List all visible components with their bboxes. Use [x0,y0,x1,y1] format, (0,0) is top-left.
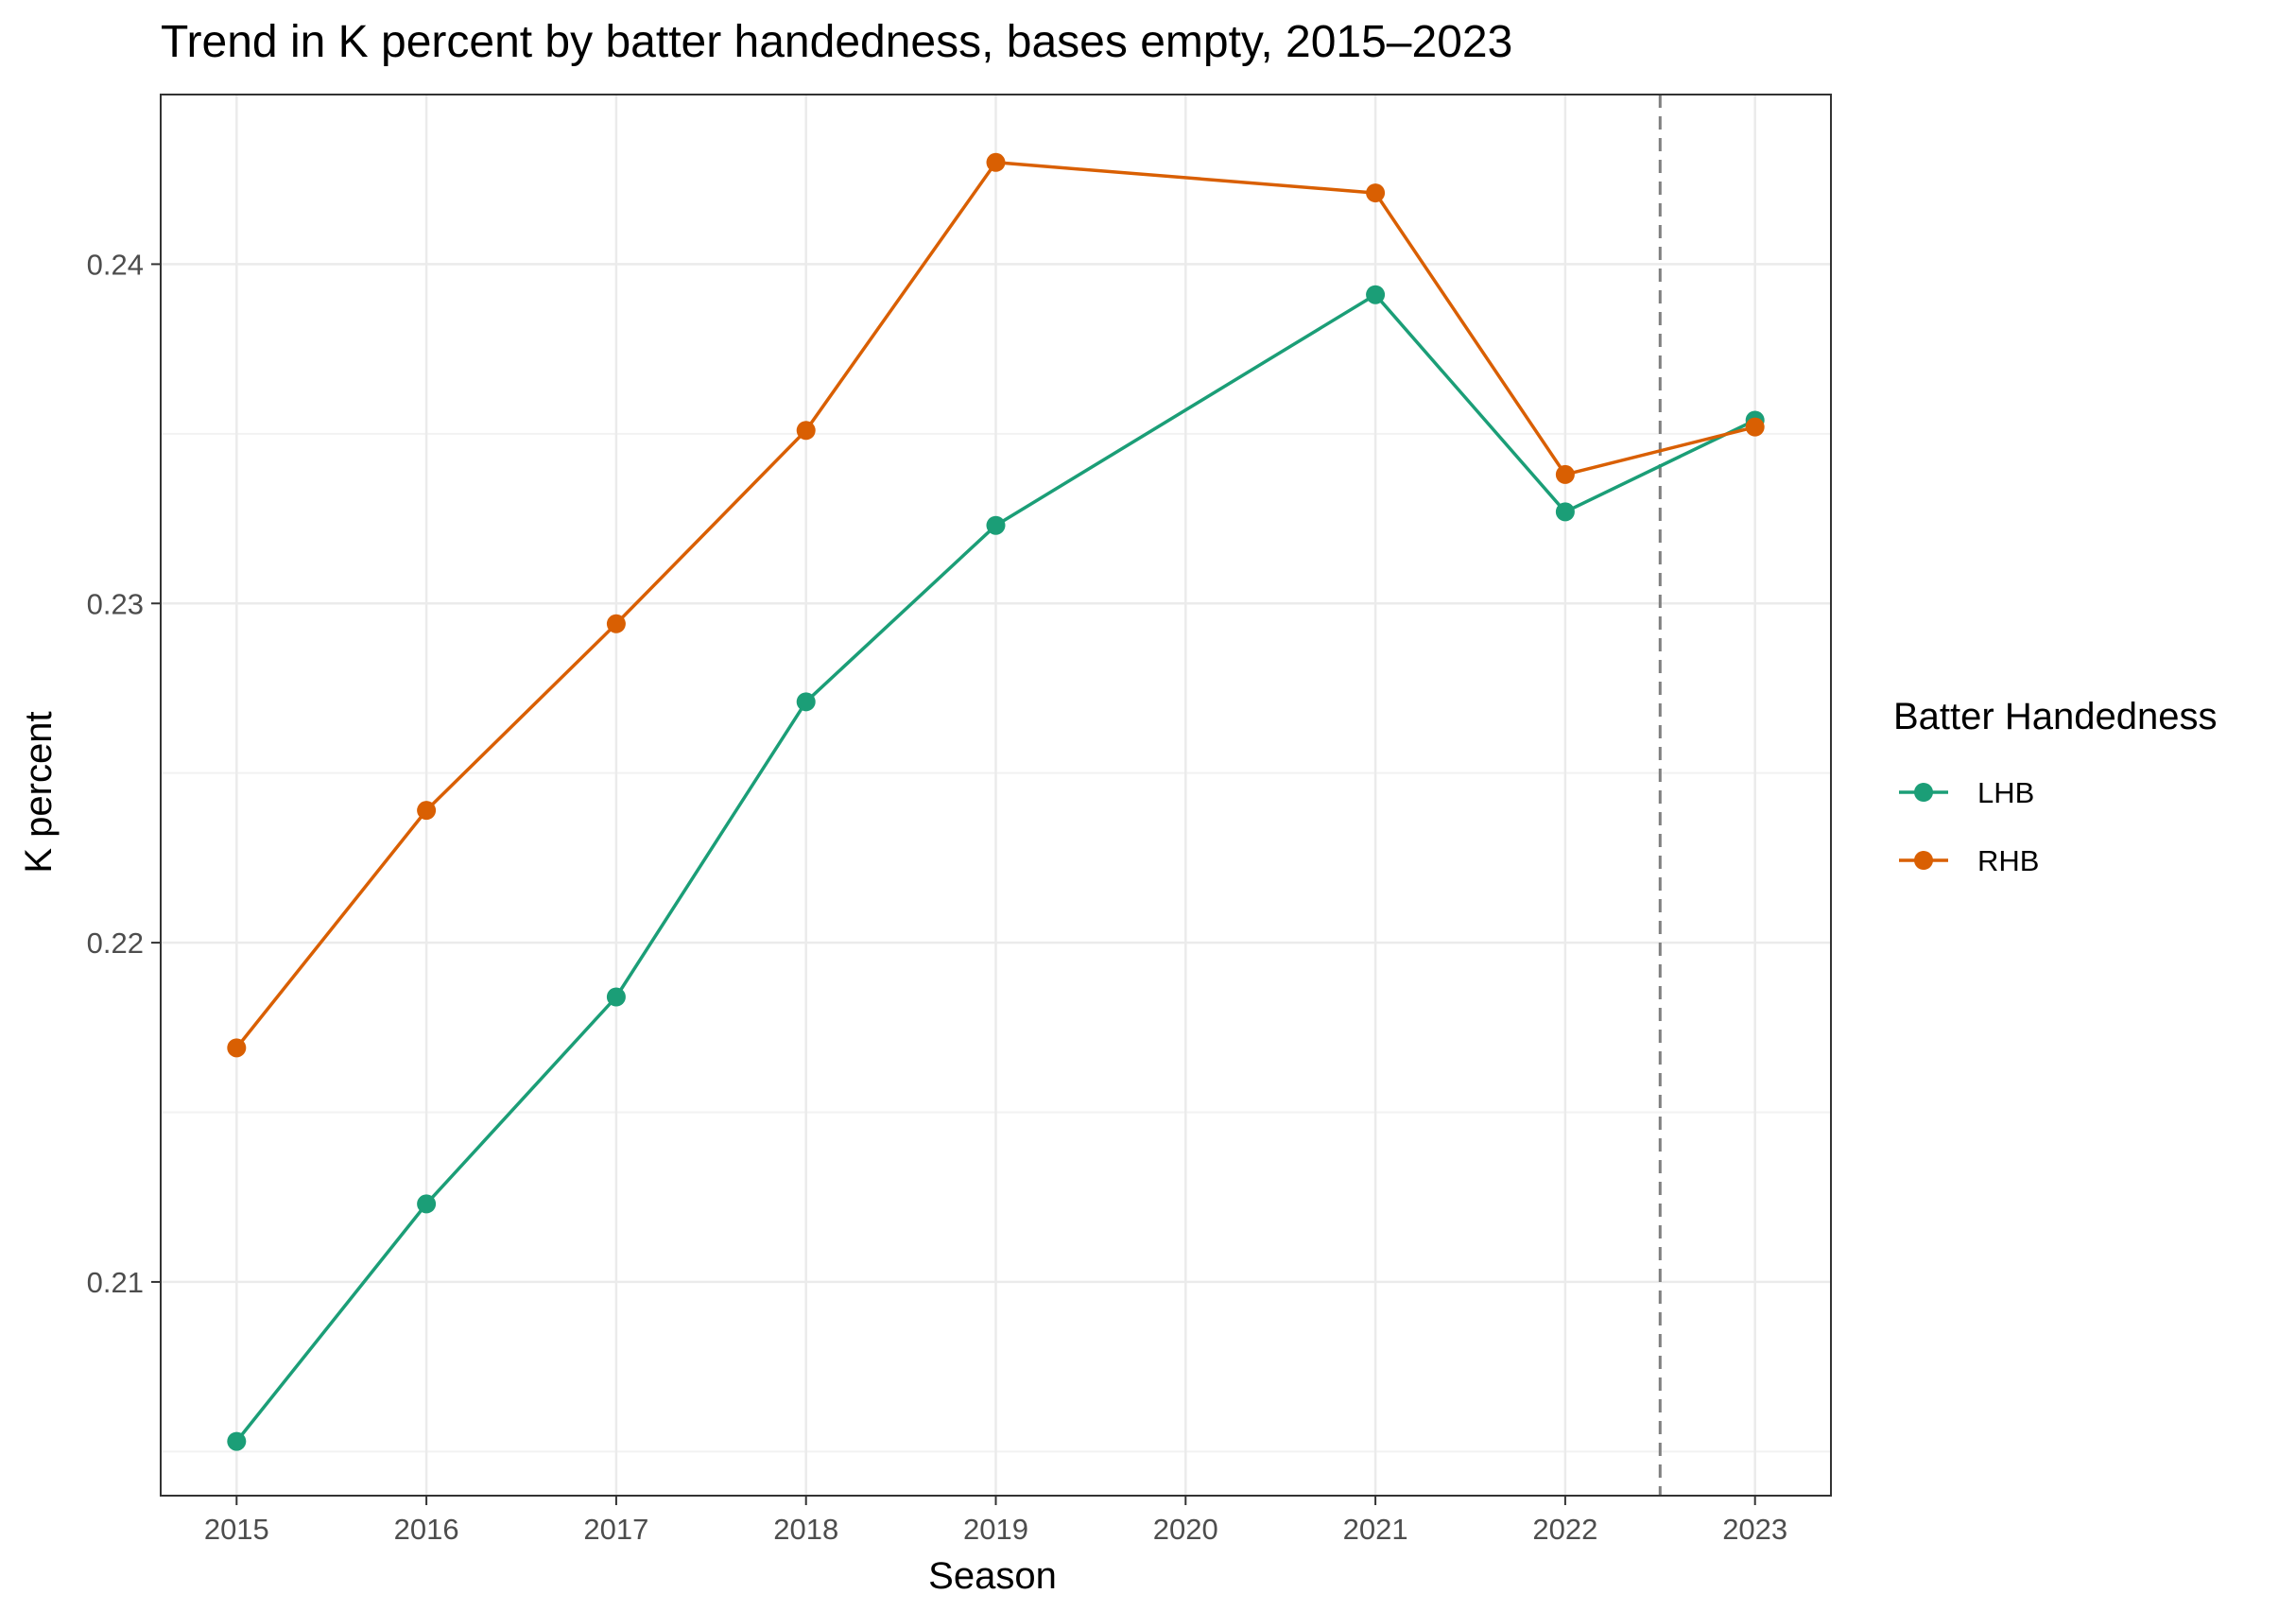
y-tick-label: 0.22 [87,927,144,960]
data-point [227,1038,247,1058]
series-rhb [227,152,1765,1058]
x-tick-label: 2017 [583,1513,648,1546]
data-point [796,421,816,441]
data-point [986,152,1006,172]
y-tick-label: 0.24 [87,248,144,281]
data-point [417,801,437,821]
chart-title: Trend in K percent by batter handedness,… [161,17,1512,67]
legend: Batter Handedness LHB RHB [1893,696,2217,877]
data-point [1745,417,1765,437]
x-axis: 2015 2016 2017 2018 2019 2020 2021 2022 2023 [204,1496,1787,1546]
data-point [1555,502,1575,522]
legend-item-rhb: RHB [1899,844,2039,877]
x-tick-label: 2019 [963,1513,1028,1546]
x-tick-label: 2021 [1343,1513,1408,1546]
x-tick-label: 2015 [204,1513,269,1546]
data-point [227,1431,247,1451]
series-lhb [227,285,1765,1451]
x-tick-label: 2016 [394,1513,459,1546]
data-point [417,1194,437,1214]
data-point [1555,464,1575,484]
data-point [1366,183,1386,203]
data-point [606,987,626,1007]
data-point [1366,285,1386,304]
x-tick-label: 2018 [773,1513,838,1546]
x-tick-label: 2020 [1153,1513,1218,1546]
legend-items: LHB RHB [1899,776,2039,877]
legend-item-lhb: LHB [1899,776,2034,809]
y-axis-title: K percent [18,711,60,873]
y-axis: 0.21 0.22 0.23 0.24 [87,248,161,1299]
data-point [796,692,816,712]
y-tick-label: 0.23 [87,587,144,620]
legend-label: RHB [1977,844,2039,877]
series-group [227,152,1765,1451]
series-line [234,161,1756,1049]
legend-title: Batter Handedness [1893,696,2217,737]
legend-label: LHB [1977,776,2034,809]
x-tick-label: 2022 [1532,1513,1597,1546]
legend-key-point [1914,851,1933,870]
x-axis-title: Season [928,1555,1057,1597]
legend-key-point [1914,783,1933,802]
grid-major [161,95,1831,1496]
x-tick-label: 2023 [1722,1513,1787,1546]
data-point [606,614,626,633]
data-point [986,515,1006,535]
y-tick-label: 0.21 [87,1266,144,1299]
series-line [234,292,1756,1443]
